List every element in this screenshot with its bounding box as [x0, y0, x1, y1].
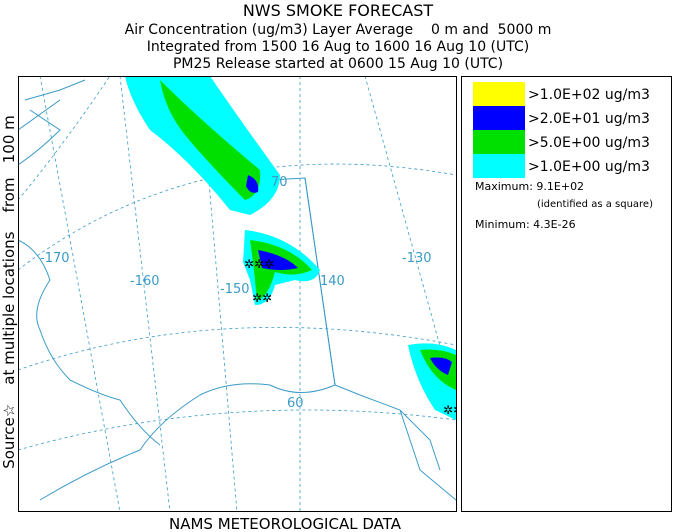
- plume: [258, 250, 298, 270]
- legend-label: >5.0E+00 ug/m3: [528, 135, 650, 151]
- border: [18, 99, 336, 386]
- lon-label: -160: [130, 274, 160, 289]
- lon-label: -150: [220, 282, 250, 297]
- maximum: Maximum: 9.1E+02: [475, 180, 584, 193]
- plume: [430, 357, 452, 375]
- legend-label: >2.0E+01 ug/m3: [528, 111, 650, 127]
- plume: [246, 175, 259, 193]
- lat-label: 70: [271, 175, 288, 190]
- svg-text:✲✲: ✲✲: [443, 403, 463, 417]
- svg-text:✲✲: ✲✲: [252, 291, 272, 305]
- lat-label: 60: [287, 396, 304, 411]
- minimum: Minimum: 4.3E-26: [475, 218, 576, 231]
- sources: ✲✲✲✲✲✲✲: [244, 257, 463, 417]
- svg-text:✲✲✲: ✲✲✲: [244, 257, 274, 271]
- legend: Maximum: 9.1E+02 (identified as a square…: [461, 76, 672, 512]
- map-frame: [18, 76, 457, 512]
- legend-swatch: [473, 106, 525, 130]
- lon-label: -170: [40, 251, 70, 266]
- legend-label: >1.0E+00 ug/m3: [528, 159, 650, 175]
- plume: [160, 80, 261, 200]
- lon-label: 140: [320, 274, 345, 289]
- subtitle: Integrated from 1500 16 Aug to 1600 16 A…: [147, 39, 530, 55]
- legend-label: >1.0E+02 ug/m3: [528, 87, 650, 103]
- legend-swatch: [473, 130, 525, 154]
- side-label: Source☆ at multiple locations from 100 m: [0, 115, 18, 469]
- subtitle: Air Concentration (ug/m3) Layer Average …: [125, 22, 552, 38]
- legend-frame: [461, 76, 672, 512]
- subtitle: PM25 Release started at 0600 15 Aug 10 (…: [173, 56, 503, 72]
- footer: NAMS METEOROLOGICAL DATA: [169, 515, 402, 532]
- lon-label: -130: [402, 251, 432, 266]
- title: NWS SMOKE FORECAST: [243, 1, 434, 20]
- legend-swatch: [473, 154, 525, 178]
- maximum-note: (identified as a square): [537, 199, 653, 210]
- map: ✲✲✲✲✲✲✲ -170 -160 -150 140 -130 70 60: [18, 76, 463, 512]
- legend-swatch: [473, 82, 525, 106]
